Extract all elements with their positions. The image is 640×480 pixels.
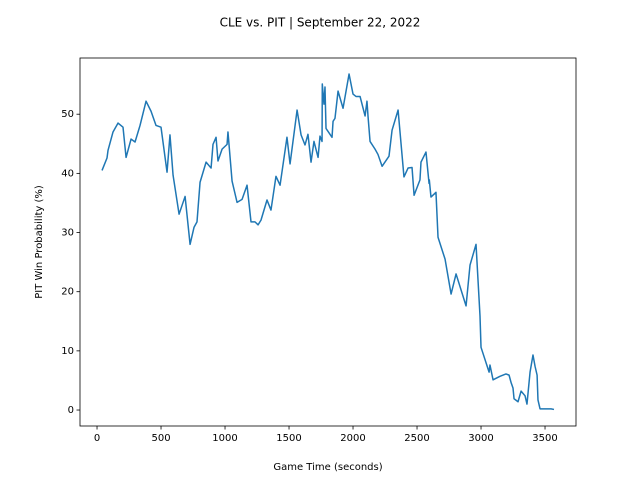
y-tick-label: 40 bbox=[61, 168, 74, 179]
y-tick-label: 0 bbox=[68, 405, 74, 416]
x-axis-label: Game Time (seconds) bbox=[273, 462, 382, 473]
y-axis-label: PIT Win Probability (%) bbox=[34, 185, 45, 299]
chart-title: CLE vs. PIT | September 22, 2022 bbox=[220, 16, 421, 30]
y-tick-label: 30 bbox=[61, 228, 74, 239]
x-tick-label: 2500 bbox=[404, 433, 429, 444]
x-tick-label: 3000 bbox=[468, 433, 493, 444]
y-tick-label: 20 bbox=[61, 287, 74, 298]
x-tick-label: 0 bbox=[94, 433, 100, 444]
x-tick-label: 2000 bbox=[340, 433, 365, 444]
x-tick-label: 500 bbox=[151, 433, 170, 444]
x-tick-label: 3500 bbox=[532, 433, 557, 444]
y-tick-label: 50 bbox=[61, 109, 74, 120]
plot-frame bbox=[79, 57, 577, 427]
x-tick-label: 1000 bbox=[212, 433, 237, 444]
series-line bbox=[101, 73, 555, 411]
x-tick-label: 1500 bbox=[276, 433, 301, 444]
y-tick-label: 10 bbox=[61, 346, 74, 357]
